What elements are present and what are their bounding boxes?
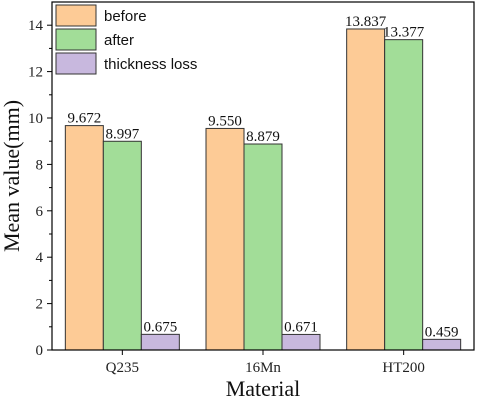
y-tick-label: 2 xyxy=(36,297,44,313)
y-tick-label: 4 xyxy=(36,250,44,266)
bar-16mn-thickness-loss xyxy=(281,333,321,351)
bar-ht200-before xyxy=(346,28,386,351)
legend-swatch xyxy=(55,52,97,75)
y-axis-title: Mean value(mm) xyxy=(0,100,24,252)
bar-q235-after xyxy=(102,140,142,351)
legend-swatch xyxy=(55,4,97,27)
data-label: 8.997 xyxy=(105,126,139,142)
bar-ht200-after xyxy=(384,39,424,351)
x-tick-label: 16Mn xyxy=(245,360,281,376)
data-label: 8.879 xyxy=(246,129,280,145)
legend-label: thickness loss xyxy=(104,56,197,73)
y-tick-label: 10 xyxy=(28,111,43,127)
bar-q235-thickness-loss xyxy=(140,333,180,351)
y-tick-label: 14 xyxy=(28,18,44,34)
x-tick-label: Q235 xyxy=(106,360,139,376)
y-tick-label: 6 xyxy=(36,204,44,220)
legend: before after thickness loss xyxy=(55,4,197,75)
data-label: 0.671 xyxy=(284,319,318,335)
bars-layer xyxy=(64,28,462,351)
legend-swatch xyxy=(55,28,97,51)
y-tick-label: 0 xyxy=(36,343,44,359)
data-label: 9.550 xyxy=(208,113,242,129)
bar-q235-before xyxy=(64,125,104,351)
data-label: 0.459 xyxy=(425,324,459,340)
plot-frame xyxy=(51,1,475,351)
bar-16mn-after xyxy=(243,143,283,351)
data-label: 13.377 xyxy=(383,25,425,41)
data-label: 0.675 xyxy=(143,319,177,335)
y-tick-label: 12 xyxy=(28,65,43,81)
y-tick-label: 8 xyxy=(36,157,44,173)
data-label: 13.837 xyxy=(345,14,387,30)
legend-label: after xyxy=(104,32,134,49)
bar-16mn-before xyxy=(205,127,245,351)
data-label: 9.672 xyxy=(67,111,101,127)
x-tick-label: HT200 xyxy=(382,360,425,376)
x-axis-title: Material xyxy=(226,376,301,401)
axes-layer: Q235 16Mn HT200 0 2 4 6 8 10 12 14 xyxy=(28,1,475,376)
bar-ht200-thickness-loss xyxy=(422,338,462,351)
legend-label: before xyxy=(104,8,147,25)
